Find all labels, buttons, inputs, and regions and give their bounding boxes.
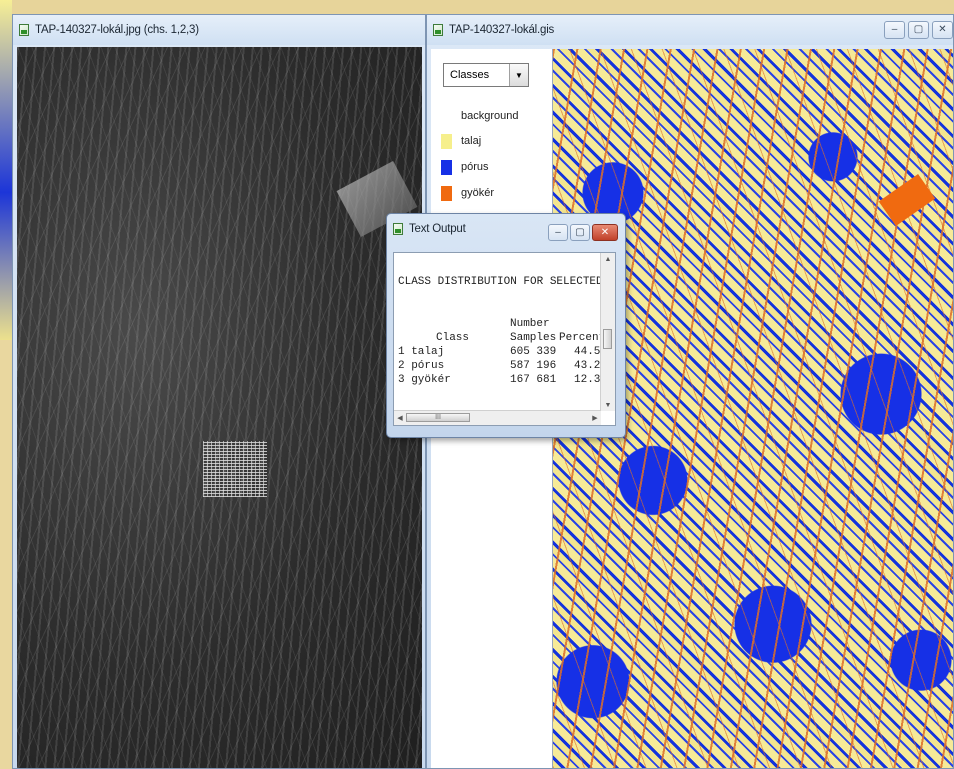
legend-item-background[interactable]: background: [441, 107, 519, 125]
legend-selector[interactable]: Classes ▼: [443, 63, 529, 87]
text-output-window: Text Output – ▢ ✕ CLASS DISTRIBUTION FOR…: [386, 213, 626, 438]
text-document-icon: [393, 223, 403, 235]
close-button[interactable]: ✕: [592, 224, 618, 241]
row-samples: 587 196: [510, 360, 557, 372]
legend-swatch: [441, 108, 452, 124]
raster-image-window: TAP-140327-lokál.jpg (chs. 1,2,3): [12, 14, 426, 769]
row-percent: 44.5: [574, 346, 601, 358]
legend-swatch: [441, 185, 452, 201]
raster-window-title: TAP-140327-lokál.jpg (chs. 1,2,3): [35, 24, 199, 36]
close-button[interactable]: ✕: [932, 21, 953, 39]
raster-image-viewport[interactable]: [17, 47, 422, 768]
scroll-up-icon[interactable]: ▲: [604, 255, 612, 263]
legend-item-label: pórus: [461, 161, 489, 173]
gis-window-title: TAP-140327-lokál.gis: [449, 24, 555, 36]
desktop-background: [0, 340, 12, 769]
row-percent: 43.2: [574, 360, 601, 372]
row-class: 2 pórus: [398, 360, 445, 372]
raster-document-icon: [19, 24, 29, 36]
column-header-percent: Percent: [559, 332, 606, 344]
scroll-right-icon[interactable]: ▶: [592, 415, 598, 422]
row-class: 3 gyökér: [398, 374, 451, 386]
legend-swatch: [441, 133, 452, 149]
raster-window-titlebar[interactable]: TAP-140327-lokál.jpg (chs. 1,2,3): [13, 15, 425, 45]
legend-item-label: background: [461, 110, 519, 122]
gis-window-titlebar[interactable]: TAP-140327-lokál.gis – ▢ ✕: [427, 15, 953, 45]
vertical-scroll-thumb[interactable]: [603, 329, 612, 349]
text-output-title: Text Output: [409, 223, 466, 235]
legend-item-talaj[interactable]: talaj: [441, 132, 481, 150]
text-output-content[interactable]: CLASS DISTRIBUTION FOR SELECTED AREA Num…: [393, 252, 616, 426]
text-output-controls: – ▢ ✕: [548, 224, 618, 241]
row-percent: 12.3: [574, 374, 601, 386]
legend-swatch: [441, 159, 452, 175]
legend-item-label: gyökér: [461, 187, 495, 199]
minimize-button[interactable]: –: [548, 224, 568, 241]
row-samples: 605 339: [510, 346, 557, 358]
maximize-button[interactable]: ▢: [908, 21, 929, 39]
scroll-down-icon[interactable]: ▼: [604, 401, 612, 409]
text-output-titlebar[interactable]: Text Output – ▢ ✕: [387, 214, 625, 244]
row-class: 1 talaj: [398, 346, 445, 358]
minimize-button[interactable]: –: [884, 21, 905, 39]
gis-document-icon: [433, 24, 443, 36]
row-samples: 167 681: [510, 374, 557, 386]
chevron-down-icon[interactable]: ▼: [509, 64, 528, 86]
selected-area-marks: [203, 441, 267, 497]
legend-item-porus[interactable]: pórus: [441, 158, 489, 176]
legend-item-label: talaj: [461, 135, 482, 147]
column-header-class: Class: [436, 332, 470, 344]
distribution-heading: CLASS DISTRIBUTION FOR SELECTED AREA: [398, 276, 616, 288]
vertical-scrollbar[interactable]: ▲ ▼: [600, 253, 615, 411]
column-header-number: Number: [510, 318, 550, 330]
scroll-left-icon[interactable]: ◀: [397, 415, 403, 422]
gis-window-controls: – ▢ ✕: [884, 21, 953, 39]
legend-selector-value: Classes: [450, 69, 490, 81]
maximize-button[interactable]: ▢: [570, 224, 590, 241]
column-header-samples: Samples: [510, 332, 557, 344]
horizontal-scrollbar[interactable]: ◀ III ▶: [394, 410, 601, 425]
horizontal-scroll-thumb[interactable]: III: [406, 413, 470, 422]
gyoker-region: [878, 173, 936, 227]
legend-item-gyoker[interactable]: gyökér: [441, 184, 494, 202]
